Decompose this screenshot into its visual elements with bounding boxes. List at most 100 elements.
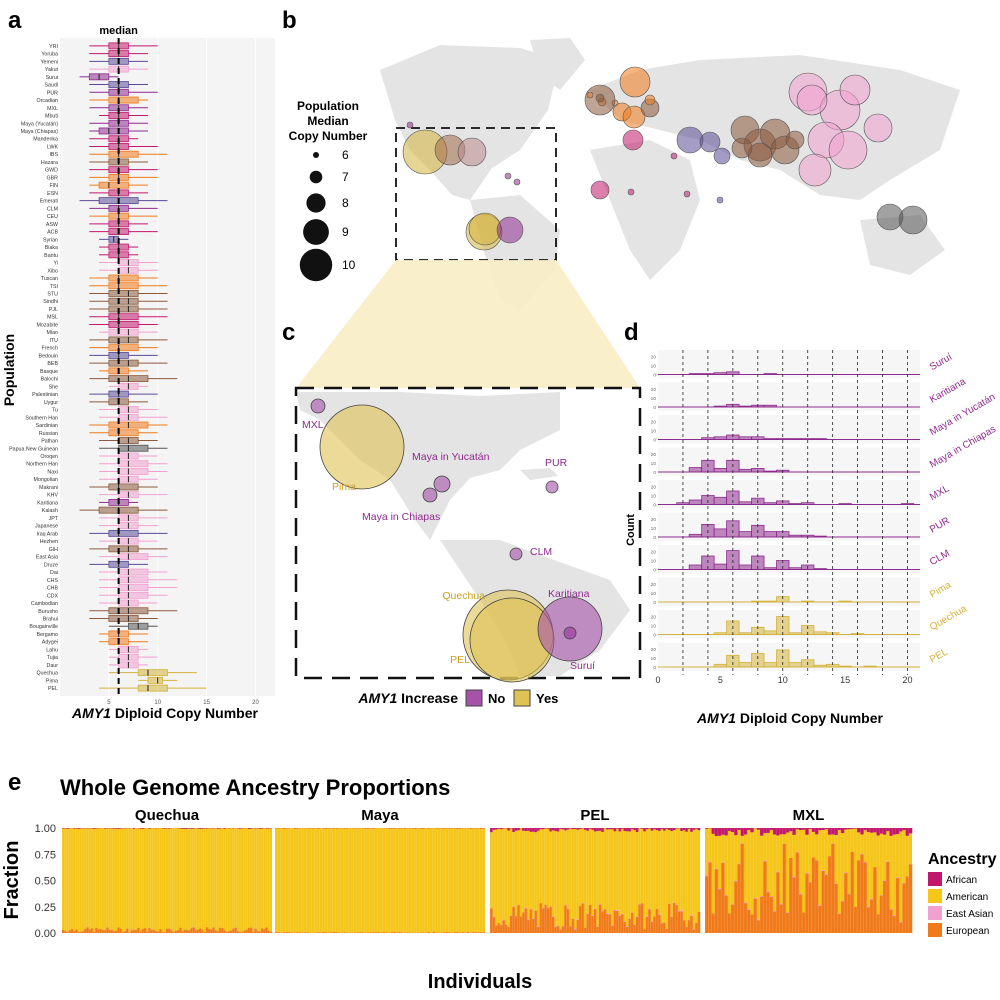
e-bar-east-asian [863,861,868,863]
e-bar-african [645,828,649,830]
e-bar-european [591,915,595,933]
e-bar-african [601,828,604,832]
e-bar-african [620,828,624,829]
e-bar-african [811,828,816,832]
a-box-group [99,413,168,421]
e-bar-european [192,927,195,933]
d-row-label: PUR [928,516,952,536]
b-population-bubble [699,131,721,153]
a-box [108,615,139,622]
d-ytick-label: 10 [651,364,657,370]
e-bar-european [827,856,832,933]
e-bar-european [137,927,140,933]
e-bar-european [672,903,676,933]
d-ytick-label: 20 [651,582,657,588]
d-bar [763,502,777,505]
e-bar-african [789,828,793,832]
e-bar-european [660,923,664,933]
e-bar-european [90,928,94,933]
panel-a-xlabel: AMY1 Diploid Copy Number [71,705,258,721]
e-bar-european [73,931,76,933]
e-bar-european [432,932,436,933]
e-bar-european [821,871,825,933]
e-bar-european [324,932,328,933]
c-population-label: Quechua [442,590,485,602]
a-population-label: LWK [47,144,59,150]
d-bar [751,653,765,668]
d-bar [726,520,740,538]
e-bar-european [837,913,842,933]
a-box-group [89,150,168,158]
e-bar-african [199,828,202,829]
e-bar-african [640,828,644,829]
e-bar-european [677,911,681,933]
panel-label-e: e [8,769,21,796]
e-bar-european [514,916,518,933]
e-bar-african [492,828,496,830]
e-bar-european [549,906,553,933]
a-population-label: Hazara [41,160,58,166]
e-bar-european [260,928,264,933]
e-bar-european [263,929,266,933]
e-bar-european [150,929,153,933]
d-bar [751,436,765,440]
e-bar-european [743,903,748,933]
e-bar-east-asian [705,875,709,877]
e-bar-european [532,918,535,933]
a-population-label: East Asia [36,555,58,561]
e-bar-east-asian [805,872,809,874]
a-population-label: BEB [47,361,58,367]
e-bar-african [899,828,903,832]
e-bar-european [141,929,145,933]
d-ytick-label: 0 [653,503,656,509]
e-bar-east-asian [606,913,609,915]
size-legend-value: 8 [342,196,349,210]
a-population-label: Maya (Yucatán) [21,121,58,127]
panel-d-dashed-lines [682,350,908,675]
e-group-label: PEL [580,807,609,824]
e-bar-european [727,913,732,933]
e-bar-european [134,930,138,933]
e-bar-european [601,911,604,933]
e-bar-european [734,881,738,933]
e-bar-european [581,903,585,933]
e-bar-african [536,828,540,831]
e-bar-european [110,930,114,933]
a-box [98,127,129,135]
e-bar-african [802,828,806,830]
e-bar-european [876,914,880,933]
size-legend-value: 6 [342,148,349,162]
e-bar-african [902,828,906,831]
e-bar-african [785,828,790,833]
e-bar-african [687,828,691,829]
e-bar-east-asian [798,893,803,895]
d-ytick-label: 10 [651,526,657,532]
e-bar-east-asian [591,915,595,916]
e-bar-african [512,828,516,833]
e-bar-african [779,828,783,835]
e-bar-african [658,828,661,831]
e-bar-african [670,828,674,832]
a-box-group [89,483,158,491]
a-box [147,676,164,684]
e-bar-african [643,828,646,832]
e-bar-african [507,828,511,831]
e-bar-european [66,931,69,933]
d-row-label: PEL [928,646,950,665]
e-bar-european [899,922,903,933]
a-box-group [108,646,148,653]
e-bar-east-asian [769,896,774,897]
e-bar-european [546,908,550,933]
a-box [108,321,139,328]
ancestry-legend-title: Ancestry [928,851,997,868]
e-bar-european [606,914,609,933]
d-bar [763,438,777,440]
e-bar-east-asian [879,895,884,896]
d-bar [763,600,777,603]
e-bar-european [776,872,780,933]
e-bar-african [908,828,913,834]
e-bar-african [497,828,501,829]
e-bar-european [620,914,624,933]
e-bar-european [798,894,803,933]
